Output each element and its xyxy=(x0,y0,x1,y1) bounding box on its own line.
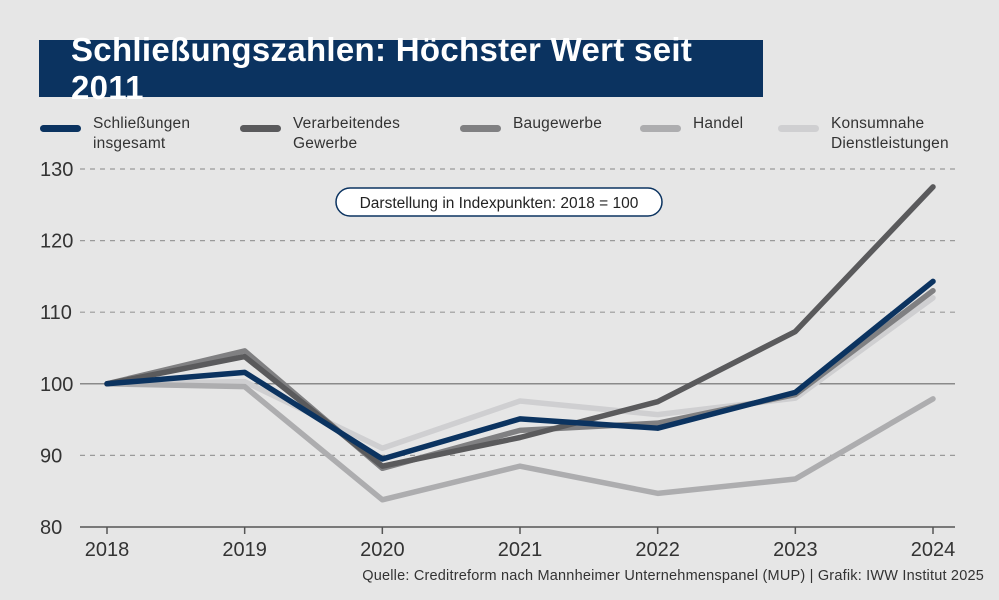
legend-swatch xyxy=(460,125,501,132)
series-line xyxy=(104,184,936,469)
y-tick-label: 90 xyxy=(40,445,62,467)
x-tick-label: 2023 xyxy=(773,539,818,561)
legend-item: Verarbeitendes Gewerbe xyxy=(240,114,400,154)
legend-swatch xyxy=(40,125,81,132)
x-tick-label: 2021 xyxy=(498,539,543,561)
legend-label: Verarbeitendes Gewerbe xyxy=(293,115,401,152)
y-tick-label: 100 xyxy=(40,374,73,396)
source-note: Quelle: Creditreform nach Mannheimer Unt… xyxy=(362,568,984,584)
legend-label: Konsumnahe Dienstleistungen xyxy=(831,115,949,152)
y-tick-label: 120 xyxy=(40,231,73,253)
legend-item: Baugewerbe xyxy=(460,114,602,134)
x-tick-label: 2022 xyxy=(635,539,680,561)
legend-item: Schließungen insgesamt xyxy=(40,114,190,154)
series-line xyxy=(104,381,936,503)
x-tick-label: 2019 xyxy=(222,539,267,561)
annotation-box xyxy=(335,187,663,217)
legend-label: Baugewerbe xyxy=(513,115,603,132)
y-tick-label: 80 xyxy=(40,517,62,539)
x-tick-label: 2024 xyxy=(911,539,956,561)
legend-swatch xyxy=(240,125,281,132)
legend-label: Handel xyxy=(693,115,744,132)
x-tick-label: 2018 xyxy=(85,539,130,561)
legend-label: Schließungen insgesamt xyxy=(93,115,191,152)
annotation-text: Darstellung in Indexpunkten: 2018 = 100 xyxy=(360,195,639,212)
legend-swatch xyxy=(778,125,819,132)
y-tick-label: 130 xyxy=(40,159,73,181)
x-tick-label: 2020 xyxy=(360,539,405,561)
y-tick-label: 110 xyxy=(40,302,72,324)
series-line xyxy=(104,278,936,462)
legend-item: Handel xyxy=(640,114,743,134)
legend-item: Konsumnahe Dienstleistungen xyxy=(778,114,949,154)
legend: Schließungen insgesamt Verarbeitendes Ge… xyxy=(40,114,970,158)
legend-swatch xyxy=(640,125,681,132)
series-line xyxy=(104,295,936,451)
